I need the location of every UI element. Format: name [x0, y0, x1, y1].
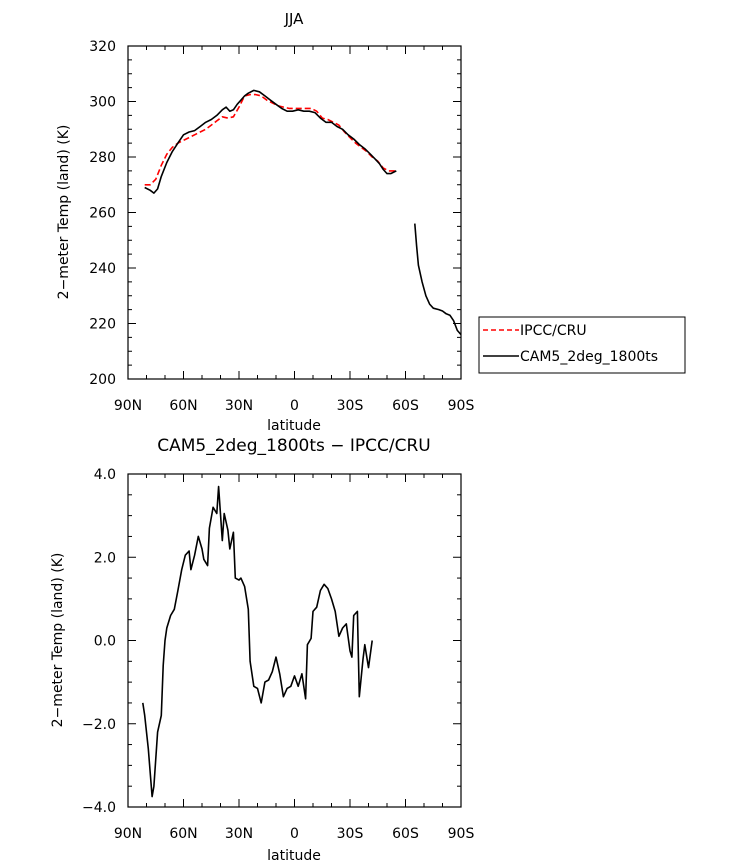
panel-bottom-series [142, 485, 373, 798]
y-tick-label: 0.0 [94, 634, 116, 650]
x-tick-label: 30S [337, 398, 364, 414]
x-tick-label: 90N [114, 398, 142, 414]
x-tick-label: 60S [392, 826, 419, 842]
panel-top-y-axis-label: 2−meter Temp (land) (K) [56, 125, 72, 300]
x-tick-label: 30S [337, 826, 364, 842]
y-tick-label: 240 [89, 261, 116, 277]
series-line-cam5-2deg-1800ts-segment-0 [144, 89, 397, 194]
panel-top: JJA 90N 60N 30N 0 30S 60S 90S 200 220 240 260 280 3… [56, 10, 686, 434]
panel-bottom-grid-ticks [127, 473, 462, 808]
legend-label-cam5: CAM5_2deg_1800ts [520, 349, 658, 365]
x-tick-label: 60S [392, 398, 419, 414]
y-tick-label: 220 [89, 317, 116, 333]
series-line-ipcc-cru-segment-0 [144, 93, 397, 186]
series-line-difference-segment-0 [142, 485, 373, 798]
y-tick-label: 200 [89, 372, 116, 388]
legend: IPCC/CRU CAM5_2deg_1800ts [478, 316, 686, 374]
x-tick-label: 0 [290, 398, 299, 414]
legend-label-ipcc-cru: IPCC/CRU [520, 323, 587, 339]
panel-top-series [144, 89, 462, 336]
y-tick-label: 300 [89, 95, 116, 111]
series-line-cam5-2deg-1800ts-segment-1 [414, 223, 462, 336]
panel-top-title: JJA [284, 10, 305, 28]
x-tick-label: 30N [225, 398, 253, 414]
y-tick-label: −4.0 [82, 800, 116, 816]
panel-bottom: CAM5_2deg_1800ts − IPCC/CRU 90N 60N 30N 0 30… [50, 436, 474, 864]
x-tick-label: 60N [169, 826, 197, 842]
y-tick-label: 4.0 [94, 467, 116, 483]
panel-top-y-tick-labels: 200 220 240 260 280 300 320 [89, 39, 116, 388]
y-tick-label: −2.0 [82, 717, 116, 733]
x-tick-label: 90N [114, 826, 142, 842]
panel-top-x-tick-labels: 90N 60N 30N 0 30S 60S 90S [114, 398, 475, 414]
y-tick-label: 280 [89, 150, 116, 166]
panel-bottom-title: CAM5_2deg_1800ts − IPCC/CRU [157, 436, 431, 456]
panel-top-x-axis-label: latitude [267, 418, 321, 434]
x-tick-label: 30N [225, 826, 253, 842]
x-tick-label: 90S [448, 826, 475, 842]
panel-bottom-frame [127, 473, 462, 808]
panel-bottom-x-tick-labels: 90N 60N 30N 0 30S 60S 90S [114, 826, 475, 842]
panel-bottom-y-axis-label: 2−meter Temp (land) (K) [50, 553, 66, 728]
panel-top-grid-ticks [127, 45, 462, 380]
x-tick-label: 90S [448, 398, 475, 414]
legend-box [478, 316, 686, 374]
x-tick-label: 60N [169, 398, 197, 414]
y-tick-label: 320 [89, 39, 116, 55]
y-tick-label: 2.0 [94, 550, 116, 566]
panel-bottom-y-tick-labels: −4.0 −2.0 0.0 2.0 4.0 [82, 467, 116, 816]
x-tick-label: 0 [290, 826, 299, 842]
panel-bottom-x-axis-label: latitude [267, 848, 321, 864]
panel-top-frame [127, 45, 462, 380]
y-tick-label: 260 [89, 206, 116, 222]
